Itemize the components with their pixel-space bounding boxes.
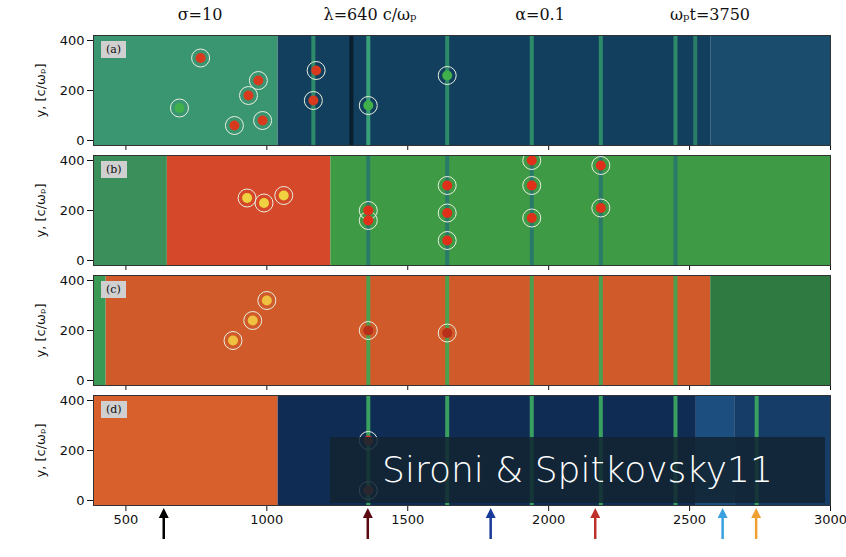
svg-text:200: 200 (60, 443, 85, 458)
html-text:Sironi & Spitkovsky11: Sironi & Spitkovsky11 (382, 449, 773, 490)
html-text:(b): (b) (106, 163, 122, 176)
svg-text:y, [c/ωₚ]: y, [c/ωₚ] (33, 423, 48, 477)
html-text:(c): (c) (106, 283, 121, 296)
html-text:ωₚt=3750: ωₚt=3750 (670, 5, 750, 24)
svg-text:400: 400 (60, 393, 85, 408)
svg-text:0: 0 (76, 253, 84, 268)
svg-text:2500: 2500 (673, 512, 706, 527)
svg-text:y, [c/ωₚ]: y, [c/ωₚ] (33, 183, 48, 237)
svg-text:0: 0 (76, 493, 84, 508)
html-text:λ=640 c/ωₚ: λ=640 c/ωₚ (323, 5, 417, 24)
svg-text:500: 500 (113, 512, 138, 527)
svg-text:y, [c/ωₚ]: y, [c/ωₚ] (33, 303, 48, 357)
svg-text:200: 200 (60, 203, 85, 218)
svg-text:200: 200 (60, 323, 85, 338)
html-text:σ=10: σ=10 (177, 5, 223, 24)
svg-text:2000: 2000 (532, 512, 565, 527)
svg-text:3000: 3000 (814, 512, 846, 527)
svg-text:400: 400 (60, 33, 85, 48)
html-text:(a): (a) (106, 43, 122, 56)
svg-text:y, [c/ωₚ]: y, [c/ωₚ] (33, 63, 48, 117)
svg-text:400: 400 (60, 273, 85, 288)
svg-text:0: 0 (76, 373, 84, 388)
svg-text:1000: 1000 (250, 512, 283, 527)
svg-text:1500: 1500 (391, 512, 424, 527)
svg-text:200: 200 (60, 83, 85, 98)
svg-text:0: 0 (76, 133, 84, 148)
svg-text:400: 400 (60, 153, 85, 168)
html-text:(d): (d) (106, 403, 122, 416)
html-text:α=0.1: α=0.1 (515, 5, 565, 24)
